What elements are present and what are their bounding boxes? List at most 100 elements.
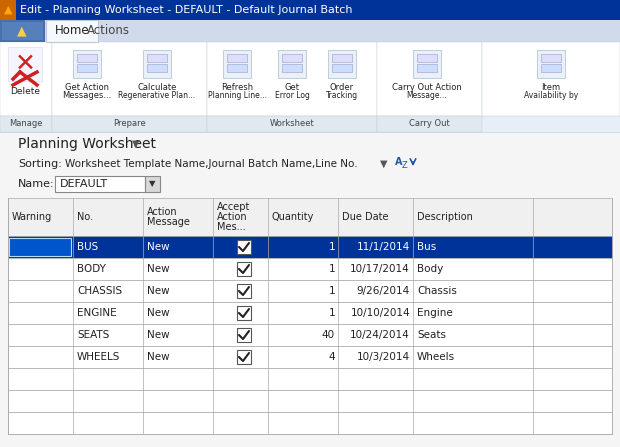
Text: 1: 1 — [329, 242, 335, 252]
Text: Description: Description — [417, 212, 473, 222]
Text: Edit - Planning Worksheet - DEFAULT - Default Journal Batch: Edit - Planning Worksheet - DEFAULT - De… — [20, 5, 353, 15]
Text: BUS: BUS — [77, 242, 98, 252]
Text: 10/10/2014: 10/10/2014 — [350, 308, 410, 318]
Bar — [0, 0, 16, 20]
Text: Get: Get — [285, 83, 299, 92]
Text: ▼: ▼ — [149, 180, 155, 189]
Text: SEATS: SEATS — [77, 330, 109, 340]
Bar — [0, 0, 620, 20]
Text: Chassis: Chassis — [417, 286, 457, 296]
Text: Tracking: Tracking — [326, 90, 358, 100]
Bar — [143, 50, 171, 78]
Text: Action: Action — [147, 207, 177, 217]
Bar — [237, 350, 251, 364]
Bar — [417, 64, 437, 72]
Bar — [482, 42, 620, 116]
Text: Carry Out Action: Carry Out Action — [392, 83, 462, 92]
Text: New: New — [147, 352, 170, 362]
Bar — [2, 22, 43, 40]
Text: No.: No. — [77, 212, 93, 222]
Text: ▼: ▼ — [380, 159, 388, 169]
Text: Calculate: Calculate — [137, 83, 177, 92]
Text: ▼: ▼ — [132, 139, 140, 149]
Text: CHASSIS: CHASSIS — [77, 286, 122, 296]
Text: 1: 1 — [329, 286, 335, 296]
Text: Warning: Warning — [12, 212, 52, 222]
Bar — [282, 54, 302, 62]
Text: Get Action: Get Action — [65, 83, 109, 92]
Text: 4: 4 — [329, 352, 335, 362]
Text: New: New — [147, 242, 170, 252]
Bar — [0, 20, 620, 42]
Bar — [46, 20, 98, 42]
Bar — [77, 54, 97, 62]
Text: WHEELS: WHEELS — [77, 352, 120, 362]
Text: New: New — [147, 264, 170, 274]
Bar — [147, 64, 167, 72]
Text: Manage: Manage — [9, 119, 43, 128]
Text: Delete: Delete — [10, 87, 40, 96]
Text: Messages...: Messages... — [63, 90, 112, 100]
Bar — [332, 64, 352, 72]
Bar — [237, 328, 251, 342]
Text: 10/24/2014: 10/24/2014 — [350, 330, 410, 340]
Bar — [8, 346, 612, 368]
Text: Message...: Message... — [407, 90, 447, 100]
Bar — [237, 284, 251, 298]
Bar — [8, 198, 612, 236]
Text: Refresh: Refresh — [221, 83, 253, 92]
Text: 1: 1 — [329, 264, 335, 274]
Text: Name:: Name: — [18, 179, 55, 189]
Text: Accept: Accept — [217, 202, 250, 212]
Text: 10/17/2014: 10/17/2014 — [350, 264, 410, 274]
Bar — [8, 236, 612, 258]
Text: New: New — [147, 308, 170, 318]
Bar — [227, 54, 247, 62]
Bar — [328, 50, 356, 78]
Text: Action: Action — [217, 212, 247, 222]
Text: Actions: Actions — [87, 25, 130, 38]
Text: BODY: BODY — [77, 264, 106, 274]
Bar — [537, 50, 565, 78]
Bar — [73, 50, 101, 78]
Bar — [332, 54, 352, 62]
Text: Error Log: Error Log — [275, 90, 309, 100]
Bar — [8, 280, 612, 302]
Bar — [147, 54, 167, 62]
Bar — [55, 176, 145, 192]
Bar — [377, 42, 482, 116]
Bar — [377, 116, 482, 132]
Text: ENGINE: ENGINE — [77, 308, 117, 318]
Bar — [417, 54, 437, 62]
Text: Bus: Bus — [417, 242, 436, 252]
Text: Engine: Engine — [417, 308, 453, 318]
Bar — [0, 42, 52, 116]
Bar — [278, 50, 306, 78]
Text: Seats: Seats — [417, 330, 446, 340]
Bar — [52, 42, 207, 116]
Text: Body: Body — [417, 264, 443, 274]
Bar — [145, 176, 160, 192]
Bar — [8, 390, 612, 412]
Text: Planning Line...: Planning Line... — [208, 90, 267, 100]
Text: Home: Home — [55, 25, 89, 38]
Bar — [8, 368, 612, 390]
Text: 10/3/2014: 10/3/2014 — [357, 352, 410, 362]
Text: New: New — [147, 330, 170, 340]
Text: Message: Message — [147, 217, 190, 227]
Text: 11/1/2014: 11/1/2014 — [356, 242, 410, 252]
Text: ▲: ▲ — [4, 5, 12, 15]
Bar — [413, 50, 441, 78]
Bar — [0, 116, 52, 132]
Text: 1: 1 — [329, 308, 335, 318]
Text: Regenerative Plan...: Regenerative Plan... — [118, 90, 195, 100]
Bar — [9, 238, 71, 256]
Text: Sorting:: Sorting: — [18, 159, 62, 169]
Bar — [237, 262, 251, 276]
Text: ✕: ✕ — [14, 52, 35, 76]
Text: DEFAULT: DEFAULT — [60, 179, 108, 189]
Text: Prepare: Prepare — [113, 119, 145, 128]
Bar — [8, 47, 42, 81]
Text: Z: Z — [402, 161, 408, 170]
Bar — [541, 54, 561, 62]
